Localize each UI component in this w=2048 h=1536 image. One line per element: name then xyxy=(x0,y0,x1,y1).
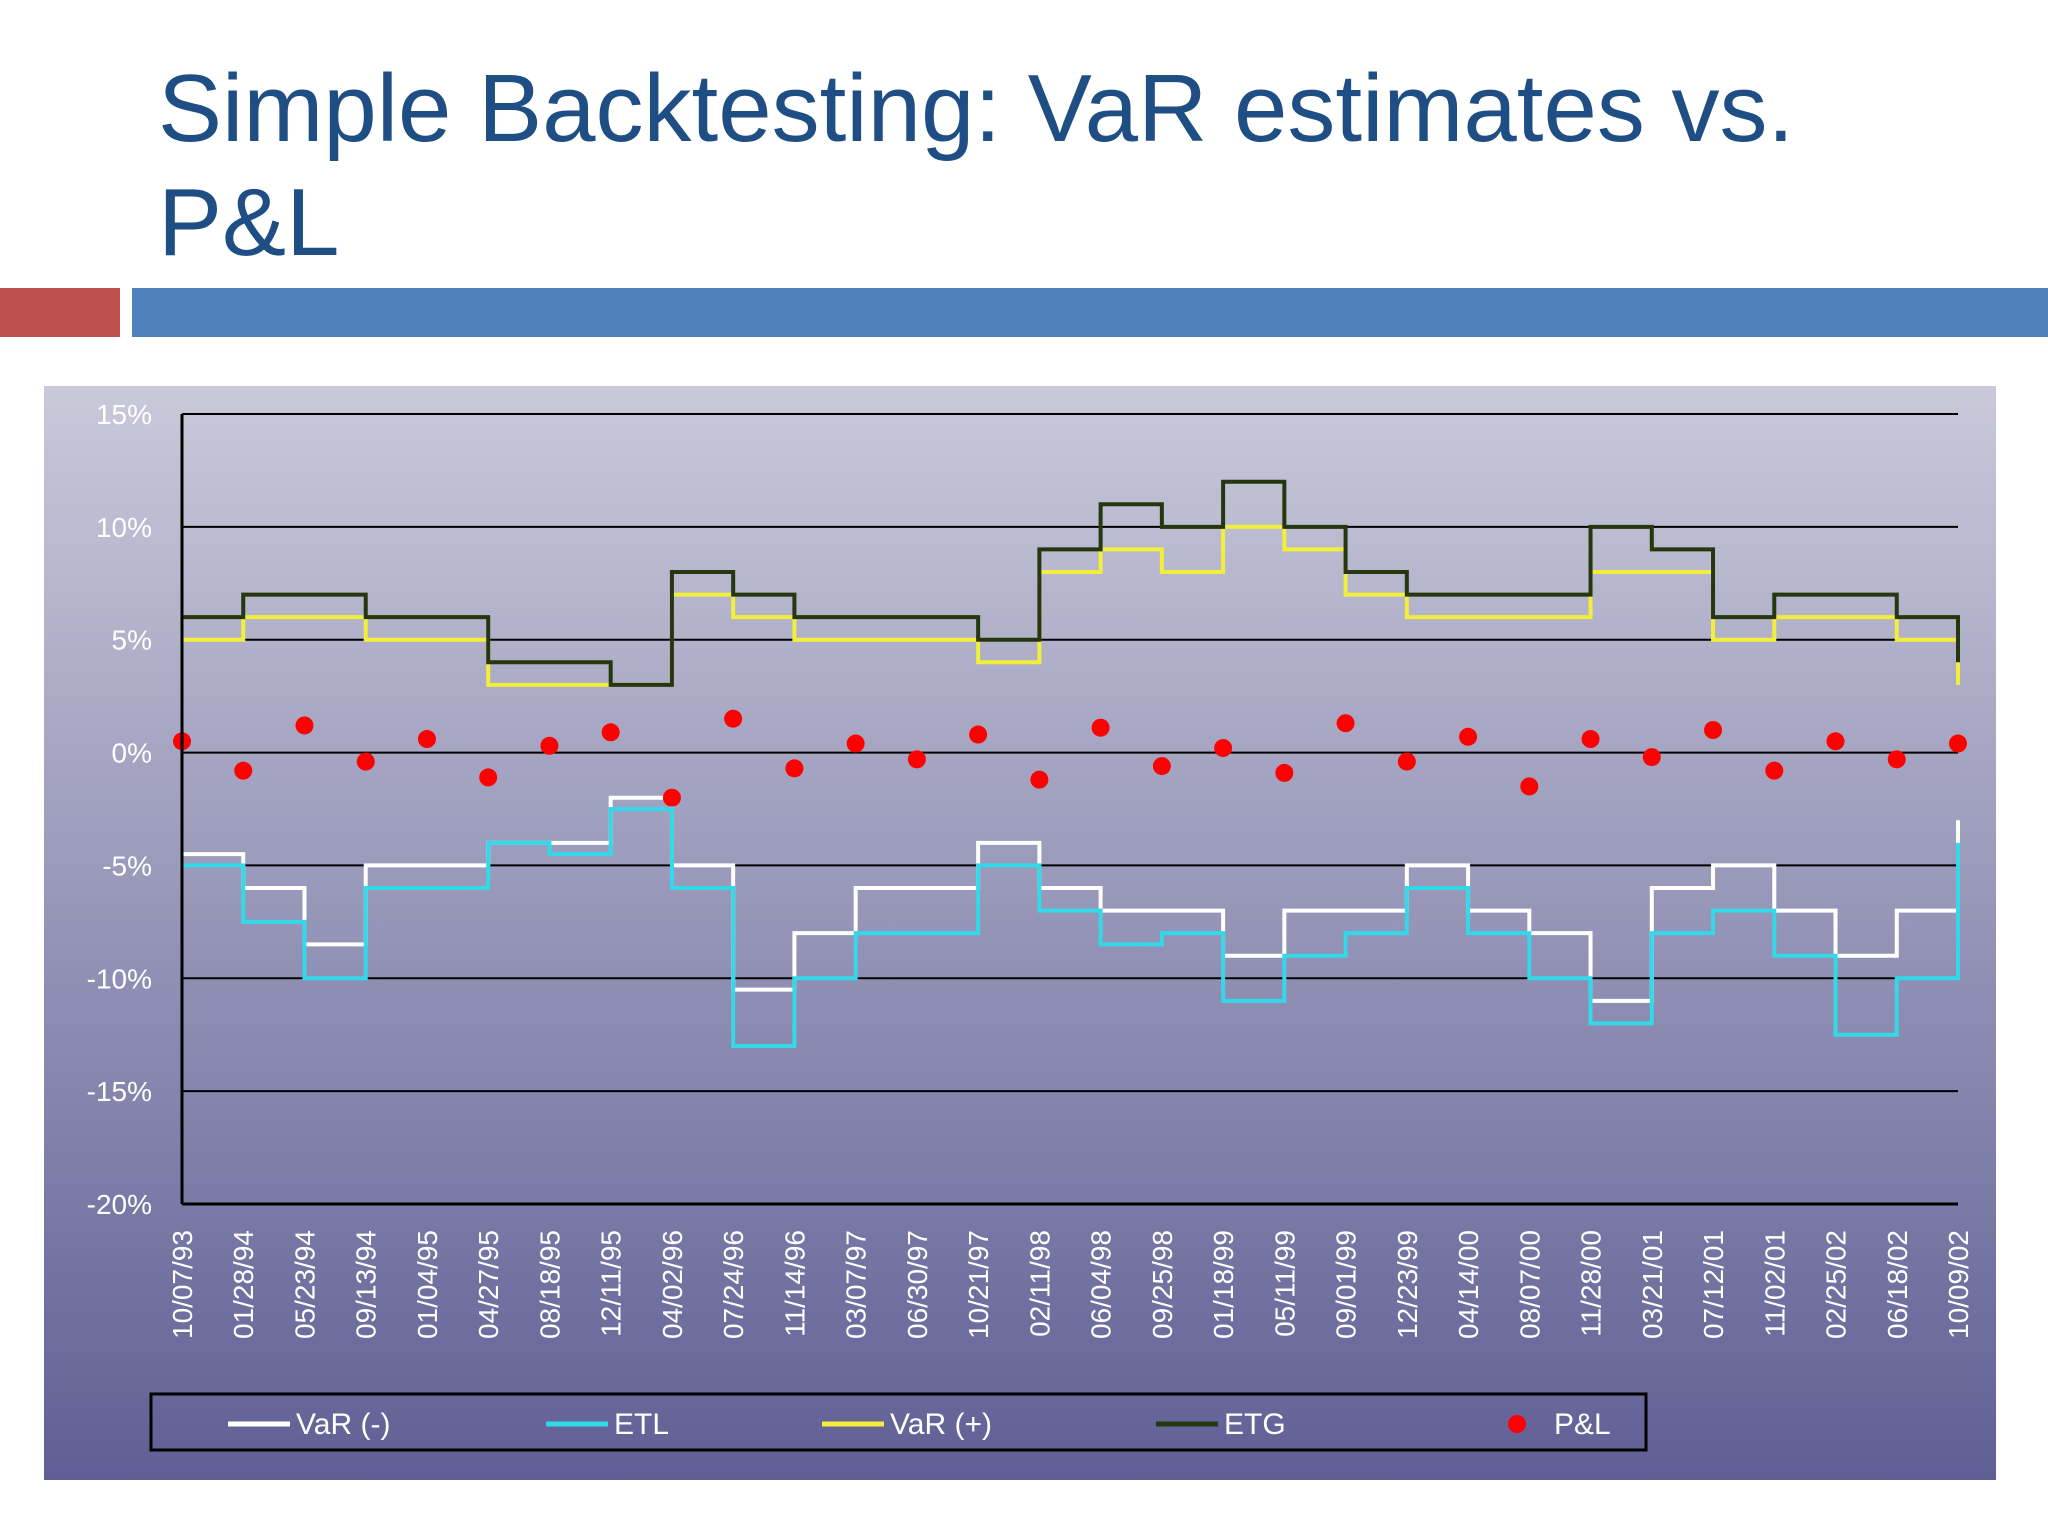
slide-title: Simple Backtesting: VaR estimates vs. P&… xyxy=(158,55,1795,276)
legend-label: P&L xyxy=(1554,1408,1611,1441)
pl-point xyxy=(1520,777,1539,796)
x-tick-label: 06/04/98 xyxy=(1086,1230,1117,1339)
x-tick-label: 09/25/98 xyxy=(1147,1230,1178,1339)
x-tick-label: 01/04/95 xyxy=(412,1230,443,1339)
pl-point xyxy=(1642,748,1661,767)
legend: VaR (-) ETL VaR (+) ETG P&L xyxy=(149,1392,1648,1452)
x-tick-label: 05/11/99 xyxy=(1269,1230,1300,1337)
y-tick-label: -20% xyxy=(87,1189,152,1220)
legend-label: ETG xyxy=(1224,1408,1286,1441)
pl-point xyxy=(1091,718,1110,737)
y-axis-ticks: 15% 10% 5% 0% -5% -10% -15% -20% xyxy=(87,399,152,1220)
pl-point xyxy=(1275,763,1294,782)
x-tick-label: 01/28/94 xyxy=(228,1230,259,1339)
y-tick-label: -15% xyxy=(87,1076,152,1107)
pl-point xyxy=(1030,770,1049,789)
x-tick-label: 12/23/99 xyxy=(1392,1230,1423,1339)
y-tick-label: 0% xyxy=(112,738,152,769)
pl-point xyxy=(540,736,559,755)
x-tick-label: 11/14/96 xyxy=(779,1230,810,1337)
pl-point xyxy=(1887,750,1906,769)
x-tick-label: 05/23/94 xyxy=(289,1230,320,1339)
pl-point xyxy=(1765,761,1784,780)
x-tick-label: 08/18/95 xyxy=(534,1230,565,1339)
pl-point xyxy=(1397,752,1416,771)
pl-point xyxy=(662,788,681,807)
x-tick-label: 03/07/97 xyxy=(841,1230,872,1339)
y-tick-label: -10% xyxy=(87,963,152,994)
pl-point xyxy=(417,730,436,749)
x-tick-label: 03/21/01 xyxy=(1637,1230,1668,1339)
series-lines xyxy=(182,479,1960,1048)
pl-point xyxy=(1704,721,1723,739)
pl-point xyxy=(1826,732,1845,751)
pl-point xyxy=(295,716,314,735)
pl-point xyxy=(1949,734,1967,753)
x-tick-label: 12/11/95 xyxy=(596,1230,627,1337)
x-tick-label: 02/11/98 xyxy=(1024,1230,1055,1337)
x-tick-label: 06/30/97 xyxy=(902,1230,933,1339)
x-tick-label: 10/07/93 xyxy=(167,1230,198,1339)
legend-label: ETL xyxy=(614,1408,669,1441)
backtesting-chart: 15% 10% 5% 0% -5% -10% -15% -20% 10/07/93 01/28/… xyxy=(44,386,1996,1480)
accent-bar-red xyxy=(0,288,120,337)
y-tick-label: 10% xyxy=(96,512,152,543)
pl-point xyxy=(601,723,620,742)
chart-svg: 15% 10% 5% 0% -5% -10% -15% -20% 10/07/93 01/28/… xyxy=(44,386,1996,1480)
pl-point xyxy=(1581,730,1600,749)
x-tick-label: 04/14/00 xyxy=(1453,1230,1484,1339)
legend-box xyxy=(149,1392,1648,1452)
axes xyxy=(180,414,1958,1206)
x-axis-ticks: 10/07/93 01/28/94 05/23/94 09/13/94 01/04/95… xyxy=(167,1230,1974,1339)
accent-bar-blue xyxy=(132,288,2048,337)
legend-marker xyxy=(1508,1415,1526,1433)
y-tick-label: 5% xyxy=(112,625,152,656)
pl-point xyxy=(1152,757,1171,776)
pl-point xyxy=(1459,727,1478,746)
x-tick-label: 07/12/01 xyxy=(1698,1230,1729,1339)
x-tick-label: 09/01/99 xyxy=(1331,1230,1362,1339)
series-line-etg xyxy=(182,479,1960,687)
pl-point xyxy=(969,725,988,744)
x-tick-label: 04/02/96 xyxy=(657,1230,688,1339)
x-tick-label: 02/25/02 xyxy=(1821,1230,1852,1339)
pl-point xyxy=(234,761,253,780)
pl-point xyxy=(479,768,498,787)
pl-point xyxy=(785,759,804,778)
x-tick-label: 09/13/94 xyxy=(351,1230,382,1339)
pl-point xyxy=(356,752,375,771)
pl-point xyxy=(1336,714,1355,733)
legend-label: VaR (-) xyxy=(296,1408,390,1441)
y-tick-label: 15% xyxy=(96,399,152,430)
legend-label: VaR (+) xyxy=(890,1408,992,1441)
x-tick-label: 07/24/96 xyxy=(718,1230,749,1339)
x-tick-label: 10/09/02 xyxy=(1943,1230,1974,1339)
pl-point xyxy=(846,734,865,753)
x-tick-label: 10/21/97 xyxy=(963,1230,994,1339)
pl-point xyxy=(907,750,926,769)
pl-point xyxy=(1214,739,1233,758)
x-tick-label: 11/28/00 xyxy=(1576,1230,1607,1337)
pl-points xyxy=(173,709,1967,807)
x-tick-label: 01/18/99 xyxy=(1208,1230,1239,1339)
x-tick-label: 11/02/01 xyxy=(1759,1230,1790,1337)
x-tick-label: 04/27/95 xyxy=(473,1230,504,1339)
y-tick-label: -5% xyxy=(102,850,152,881)
x-tick-label: 08/07/00 xyxy=(1514,1230,1545,1339)
pl-point xyxy=(724,709,743,728)
x-tick-label: 06/18/02 xyxy=(1882,1230,1913,1339)
series-line-etl xyxy=(182,807,1960,1048)
